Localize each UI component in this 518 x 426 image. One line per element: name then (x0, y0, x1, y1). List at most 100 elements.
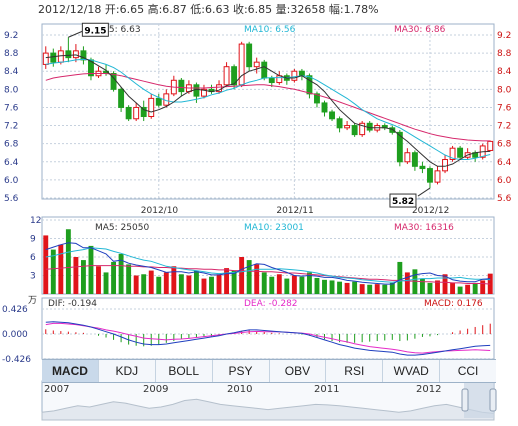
price-ma10-label: MA10: 6.56 (244, 25, 296, 35)
volume-bar (133, 275, 139, 294)
price-ma10-line (45, 58, 491, 160)
volume-bar (352, 281, 358, 294)
volume-bar (118, 253, 124, 294)
overview-area (41, 398, 495, 421)
volume-bar (254, 264, 260, 294)
price-xtick: 2012/11 (276, 206, 313, 216)
volume-bar (480, 280, 486, 294)
price-ytick-left: 8.8 (4, 49, 19, 59)
volume-bar (427, 282, 433, 294)
candle-body (201, 88, 207, 97)
price-ma5-line (45, 54, 491, 167)
volume-bar (171, 266, 177, 294)
candle-body (411, 152, 418, 167)
tab-psy[interactable]: PSY (213, 360, 270, 382)
price-ytick-right: 6.8 (497, 140, 512, 150)
candle-body (42, 52, 49, 65)
volume-bar (314, 277, 320, 294)
volume-bar (141, 274, 147, 294)
candle-body (427, 168, 433, 183)
price-ytick-right: 8.8 (497, 49, 512, 59)
tab-obv[interactable]: OBV (270, 360, 327, 382)
volume-bar (291, 275, 297, 294)
tab-wvad[interactable]: WVAD (383, 360, 441, 382)
volume-ma30-label: MA30: 16316 (394, 223, 454, 233)
volume-bar (43, 235, 49, 294)
volume-bar (419, 278, 425, 294)
price-ma30-label: MA30: 6.86 (394, 25, 446, 35)
tab-boll[interactable]: BOLL (156, 360, 213, 382)
volume-bar (103, 272, 109, 294)
volume-bar (306, 272, 312, 294)
volume-ytick: 9 (30, 235, 36, 245)
volume-bar (201, 278, 207, 294)
volume-ma5-line (45, 242, 491, 285)
candle-body (178, 79, 185, 93)
candle-body (140, 106, 147, 117)
candle-body (231, 66, 238, 86)
overview-year-label: 2010 (227, 384, 252, 395)
candle-body (193, 84, 200, 97)
candle-body (457, 147, 464, 158)
volume-bar (457, 286, 463, 294)
macd-value-label: MACD: 0.176 (424, 299, 483, 309)
overview-year-label: 2011 (314, 384, 339, 395)
macd-ytick: 0.426 (2, 305, 28, 315)
tab-rsi[interactable]: RSI (326, 360, 384, 382)
candle-body (223, 66, 230, 86)
price-xtick: 2012/10 (141, 206, 179, 216)
price-ma5-label: MA5: 6.63 (95, 25, 141, 35)
candle-body (133, 106, 140, 120)
volume-bar (359, 284, 365, 294)
volume-bar (58, 244, 64, 294)
macd-dif-label: DIF: -0.194 (48, 299, 97, 309)
price-ytick-right: 5.6 (497, 194, 512, 204)
candle-body (419, 165, 426, 170)
low-marker-pointer (417, 187, 431, 197)
volume-bar (389, 282, 395, 294)
volume-bar (472, 282, 478, 294)
candle-body (359, 122, 366, 136)
volume-bar (88, 245, 94, 294)
volume-bar (193, 270, 199, 294)
volume-ytick: 3 (30, 272, 36, 282)
price-panel-frame (41, 23, 495, 200)
price-ytick-right: 8.4 (497, 67, 512, 77)
candle-body (50, 52, 57, 63)
tab-macd[interactable]: MACD (42, 360, 99, 382)
price-ma30-line (45, 73, 491, 142)
price-ytick-left: 6.4 (4, 158, 19, 168)
candle-body (314, 93, 320, 104)
volume-bar (163, 272, 169, 294)
price-ytick-right: 8.0 (497, 85, 512, 95)
volume-bar (96, 266, 101, 294)
low-marker-label: 5.82 (392, 197, 414, 207)
volume-bar (80, 260, 86, 294)
overview-year-label: 2009 (143, 384, 168, 395)
candle-body (57, 50, 64, 63)
volume-bar (224, 268, 230, 294)
volume-bar (322, 279, 327, 294)
candle-body (336, 118, 343, 129)
candle-body (396, 131, 403, 163)
volume-bar (73, 257, 79, 294)
tab-cci[interactable]: CCI (457, 364, 479, 378)
volume-ma10-label: MA10: 23001 (244, 223, 304, 233)
macd-ytick: -0.426 (2, 355, 31, 365)
macd-ytick: 0.000 (2, 330, 28, 340)
candle-body (344, 125, 351, 129)
volume-bar (450, 282, 456, 294)
volume-bar (148, 270, 154, 294)
overview-right-handle[interactable] (489, 388, 497, 412)
quote-header: 2012/12/18 开:6.65 高:6.87 低:6.63 收:6.85 量… (38, 3, 379, 16)
tab-kdj[interactable]: KDJ (99, 360, 156, 382)
high-marker-label: 9.15 (84, 26, 106, 36)
price-ytick-right: 7.2 (497, 122, 511, 132)
candle-body (351, 125, 358, 136)
price-ytick-left: 7.6 (4, 103, 19, 113)
volume-bar (261, 272, 267, 294)
price-ytick-left: 8.4 (4, 67, 19, 77)
candle-body (238, 43, 245, 86)
candle-body (404, 152, 411, 163)
overview-left-handle[interactable] (461, 388, 469, 412)
